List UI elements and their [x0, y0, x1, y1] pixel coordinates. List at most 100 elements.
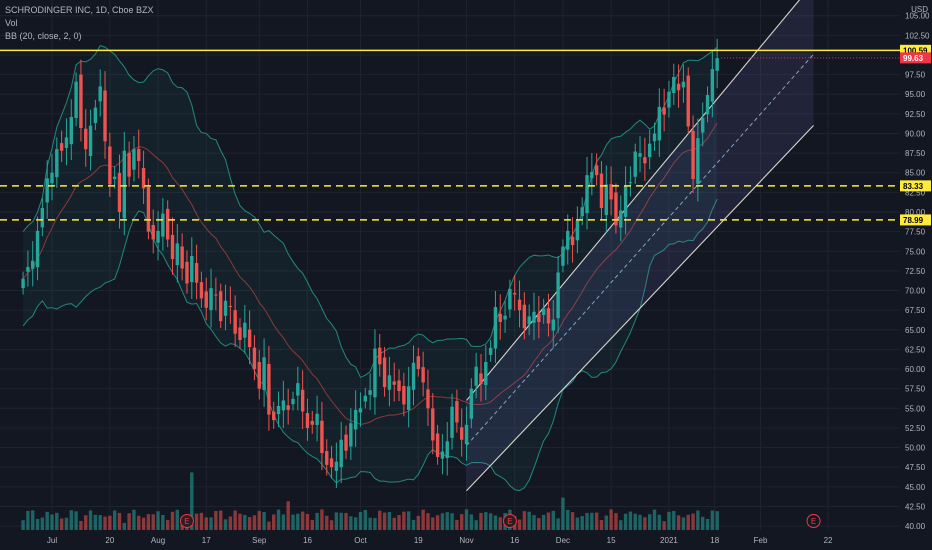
- earnings-marker-label: E: [184, 517, 189, 526]
- candle-body: [392, 381, 396, 385]
- candle: [146, 178, 151, 240]
- volume-bar: [127, 513, 131, 530]
- candle-body: [619, 210, 623, 228]
- candle: [643, 137, 647, 181]
- candle: [541, 298, 546, 324]
- x-tick-label: 19: [414, 536, 423, 545]
- volume-bar: [652, 509, 657, 530]
- candle-body: [175, 243, 180, 266]
- candle-body: [484, 361, 488, 386]
- candle-body: [373, 348, 377, 398]
- volume-bar: [112, 510, 117, 530]
- volume-bar: [31, 510, 35, 530]
- earnings-marker: [806, 514, 821, 528]
- candle-body: [108, 146, 112, 185]
- candle: [455, 389, 459, 433]
- candle-body: [406, 386, 411, 410]
- symbol-title[interactable]: SCHRODINGER INC, 1D, Cboe BZX: [5, 5, 154, 15]
- candle-body: [98, 86, 102, 102]
- candle-body: [74, 81, 78, 119]
- candle: [185, 250, 189, 294]
- candle-body: [161, 213, 165, 237]
- volume-bar: [344, 512, 348, 530]
- candle: [363, 387, 367, 409]
- candle: [175, 224, 180, 283]
- candle: [223, 284, 228, 331]
- candle-body: [334, 461, 339, 471]
- candle-body: [117, 172, 122, 212]
- candle-body: [64, 137, 69, 148]
- candle: [209, 268, 213, 328]
- candle: [652, 122, 657, 151]
- candle: [170, 217, 175, 275]
- candle-body: [604, 184, 608, 216]
- candle-body: [55, 149, 59, 178]
- volume-legend[interactable]: Vol: [5, 18, 18, 28]
- candle: [532, 292, 536, 340]
- channel-lower-line: [466, 125, 814, 492]
- candle: [344, 425, 348, 459]
- last-price-tag-text: 99.63: [903, 54, 924, 63]
- volume-bar: [329, 520, 334, 530]
- candle: [291, 391, 295, 411]
- candle-body: [296, 383, 300, 396]
- candle-body: [363, 395, 367, 402]
- candle-body: [541, 308, 546, 315]
- volume-bar: [551, 510, 555, 530]
- candle-body: [325, 451, 329, 465]
- volume-bar: [79, 520, 83, 530]
- candle: [378, 333, 382, 377]
- volume-bar: [590, 512, 594, 530]
- candle-body: [643, 157, 647, 164]
- candle: [141, 150, 146, 205]
- candle-body: [170, 234, 175, 260]
- candle-body: [185, 261, 189, 284]
- volume-bar: [647, 514, 652, 530]
- volume-bar: [300, 511, 305, 530]
- volume-bar: [580, 516, 584, 530]
- volume-bar: [151, 514, 155, 530]
- candle-body: [262, 357, 266, 390]
- candle: [628, 166, 633, 197]
- candle: [633, 143, 637, 184]
- candle-body: [291, 398, 295, 405]
- candle-body: [701, 117, 705, 133]
- candle-body: [21, 278, 25, 289]
- volume-bar: [175, 509, 180, 530]
- grid: [0, 0, 900, 530]
- candle: [31, 241, 35, 287]
- volume-bar: [431, 517, 435, 530]
- candle: [445, 421, 449, 476]
- volume-bar: [21, 520, 25, 530]
- y-tick-label: 102.50: [905, 31, 930, 40]
- y-tick-label: 45.00: [905, 483, 926, 492]
- candle: [281, 380, 286, 429]
- y-tick-label: 72.50: [905, 267, 926, 276]
- candle: [334, 442, 339, 489]
- candle-body: [715, 58, 719, 71]
- candle: [353, 390, 358, 448]
- y-tick-label: 52.50: [905, 424, 926, 433]
- channel-mid-line: [466, 53, 814, 446]
- candle-body: [585, 175, 589, 214]
- chart-header: SCHRODINGER INC, 1D, Cboe BZX Vol BB (20…: [5, 4, 154, 43]
- candle: [228, 286, 233, 324]
- candle: [199, 271, 204, 308]
- candle: [112, 166, 117, 189]
- y-tick-label: 105.00: [905, 12, 930, 21]
- volume-bar: [450, 513, 454, 530]
- volume-bar: [84, 515, 88, 530]
- volume-bar: [243, 514, 247, 530]
- bollinger-legend[interactable]: BB (20, close, 2, 0): [5, 31, 82, 41]
- candle-body: [662, 107, 666, 115]
- candle-body: [580, 207, 584, 216]
- volume-bar: [204, 517, 208, 530]
- volume-bar: [64, 517, 69, 530]
- volume-bar: [541, 514, 546, 530]
- price-level-tag-text: 83.33: [903, 182, 924, 191]
- volume-bar: [59, 518, 64, 530]
- volume-bar: [315, 512, 319, 530]
- candle: [551, 300, 555, 349]
- x-tick-label: 16: [510, 536, 519, 545]
